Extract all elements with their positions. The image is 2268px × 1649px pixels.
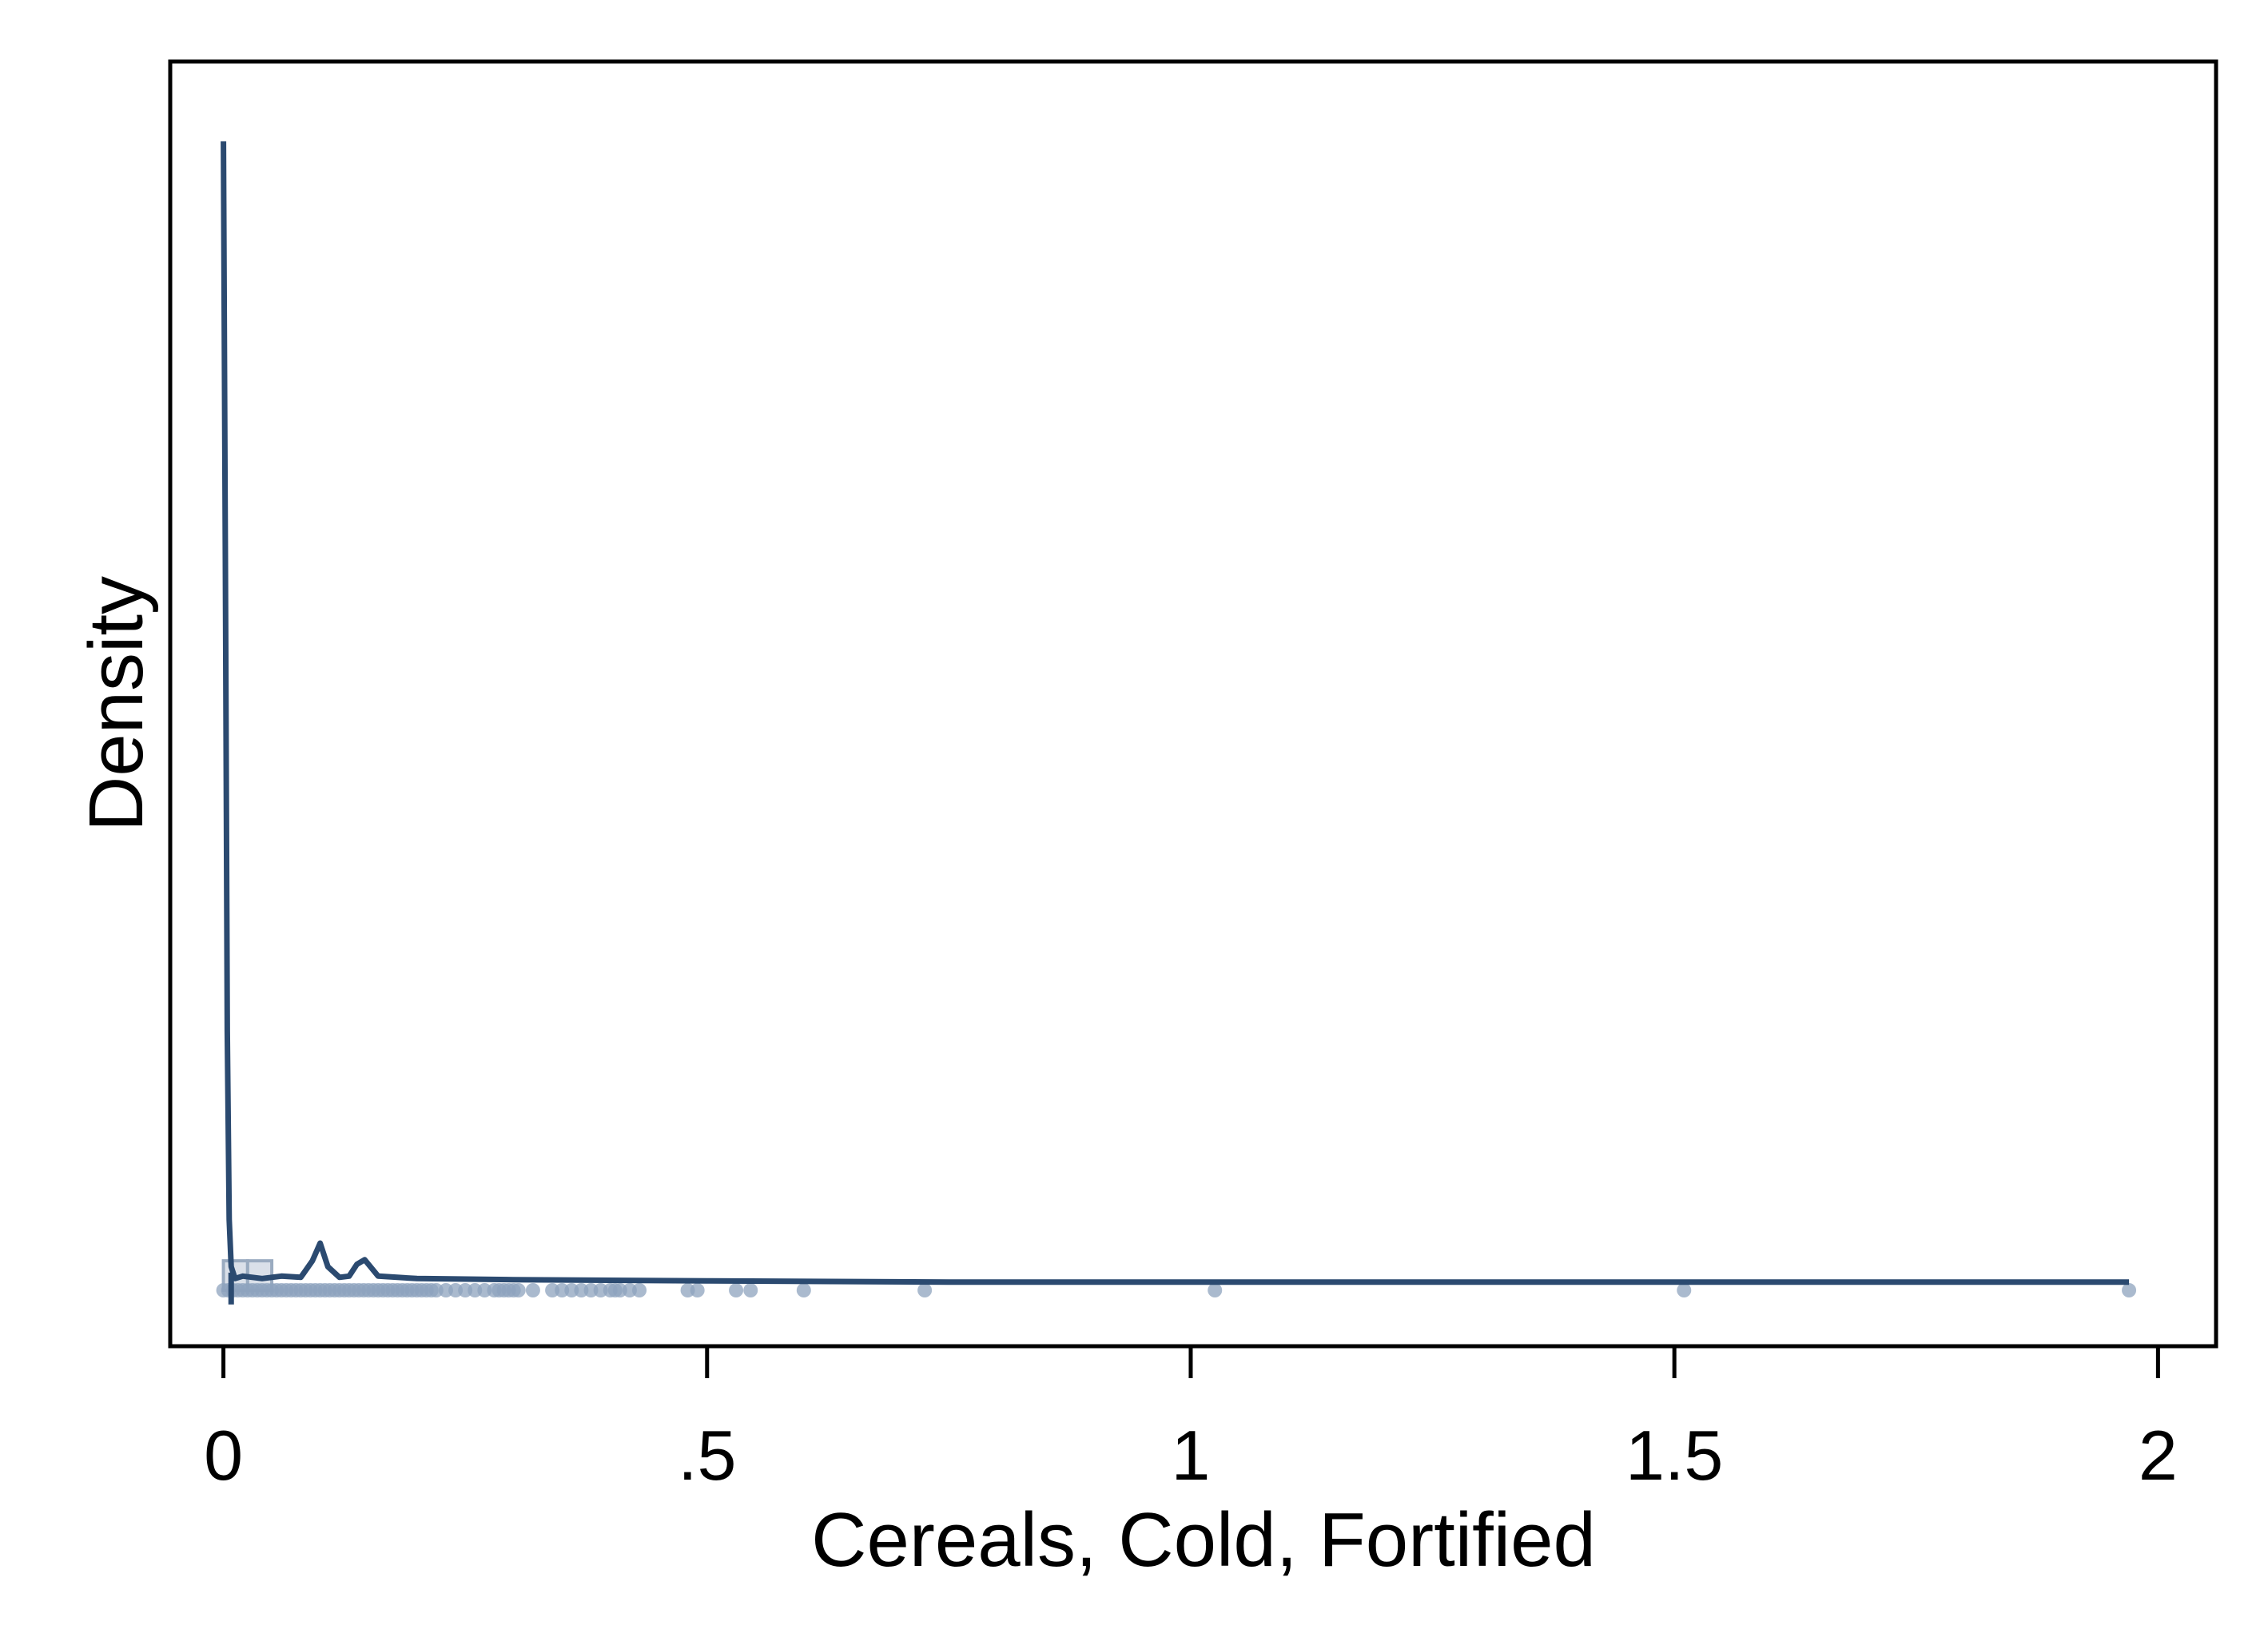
y-axis-title: Density xyxy=(74,576,159,832)
x-tick-label: 2 xyxy=(2139,1416,2178,1495)
rug-point xyxy=(796,1283,811,1297)
rug-point xyxy=(511,1283,526,1297)
rug-point xyxy=(690,1283,705,1297)
rug-point xyxy=(632,1283,647,1297)
rug-point xyxy=(525,1283,540,1297)
x-axis: 0 .5 1 1.5 2 xyxy=(204,1346,2178,1495)
rug-point xyxy=(2122,1283,2137,1297)
rug-point xyxy=(1677,1283,1692,1297)
x-axis-title: Cereals, Cold, Fortified xyxy=(811,1497,1596,1583)
density-line-layer xyxy=(221,141,2130,1305)
rug-point xyxy=(743,1283,758,1297)
density-line xyxy=(221,141,2130,1285)
x-tick-label: 0 xyxy=(204,1416,243,1495)
x-tick-label: 1 xyxy=(1171,1416,1210,1495)
rug-point xyxy=(729,1283,744,1297)
rug-point xyxy=(1208,1283,1223,1297)
x-tick-label: .5 xyxy=(678,1416,736,1495)
x-tick-label: 1.5 xyxy=(1625,1416,1723,1495)
rug-point xyxy=(917,1283,933,1297)
plot-frame xyxy=(168,59,2218,1349)
